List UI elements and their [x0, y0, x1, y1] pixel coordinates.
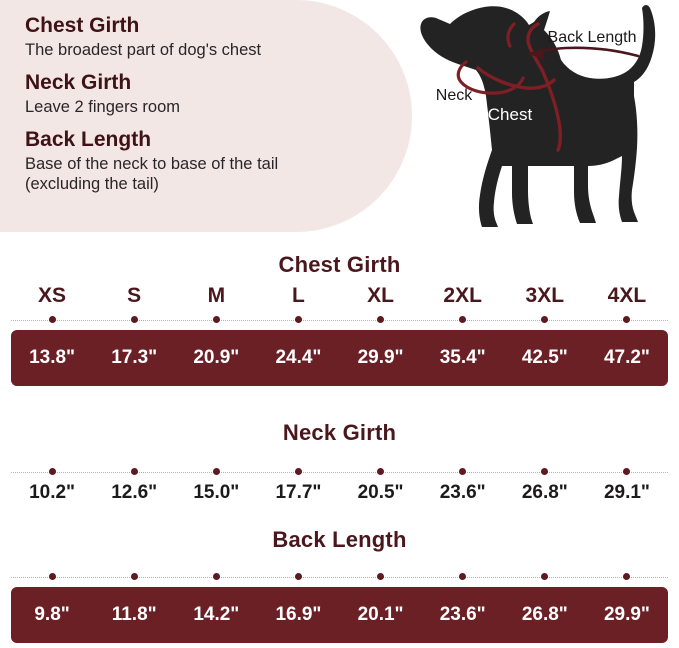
measurement-value: 29.9": [357, 347, 404, 368]
legend-panel: Chest Girth The broadest part of dog's c…: [0, 0, 412, 232]
legend-term-back-length: Back Length: [25, 127, 152, 151]
measurement-value: 17.3": [111, 347, 158, 368]
axis-tick: [48, 468, 56, 475]
dog-label-chest: Chest: [488, 105, 533, 124]
section-title-chest-girth: Chest Girth: [278, 252, 401, 277]
axis-tick: [377, 573, 385, 580]
axis-tick: [130, 316, 138, 323]
size-label-xl: XL: [367, 284, 394, 307]
axis-line-back: [11, 577, 668, 578]
section-title-neck-girth: Neck Girth: [282, 420, 397, 445]
axis-tick: [48, 316, 56, 323]
section-back-length: Back Length 9.8" 11.8" 14.2" 16.9" 20.1" 23.6…: [0, 527, 679, 643]
measurement-value: 15.0": [193, 482, 240, 503]
size-label-3xl: 3XL: [525, 284, 565, 307]
size-label-l: L: [292, 284, 305, 307]
measurement-value: 26.8": [521, 482, 568, 503]
axis-tick: [130, 573, 138, 580]
neck-measure-line: [456, 22, 525, 95]
axis-tick: [294, 468, 302, 475]
size-label-m: M: [207, 284, 226, 307]
axis-tick: [623, 573, 631, 580]
axis-line-neck: [11, 472, 668, 473]
axis-tick: [541, 316, 549, 323]
measurement-value: 23.6": [439, 604, 486, 625]
dog-body-shape: [420, 5, 656, 227]
legend-desc-neck-girth: Leave 2 fingers room: [25, 97, 181, 116]
measurement-value: 29.1": [603, 482, 650, 503]
measurement-value: 12.6": [111, 482, 158, 503]
section-title-back-length: Back Length: [272, 527, 407, 552]
legend-item-neck-girth: Neck Girth Leave 2 fingers room: [25, 71, 375, 117]
size-label-2xl: 2XL: [443, 284, 482, 307]
measurement-value: 35.4": [439, 347, 486, 368]
axis-tick: [294, 316, 302, 323]
legend-term-neck-girth: Neck Girth: [25, 70, 132, 94]
size-label-s: S: [127, 284, 142, 307]
measurement-value: 17.7": [275, 482, 322, 503]
axis-tick: [294, 573, 302, 580]
axis-tick: [459, 468, 467, 475]
axis-tick: [459, 316, 467, 323]
axis-line-chest: [11, 320, 668, 321]
axis-tick: [212, 573, 220, 580]
measurement-value: 29.9": [603, 604, 650, 625]
axis-row-neck: [0, 464, 679, 482]
measurement-value: 10.2": [29, 482, 76, 503]
axis-tick: [212, 468, 220, 475]
section-neck-girth: Neck Girth 10.2" 12.6" 15.0" 17.7" 20.5" 23.6…: [0, 420, 679, 512]
axis-row-back: [0, 569, 679, 587]
legend-item-back-length: Back Length Base of the neck to base of …: [25, 128, 375, 194]
measurement-value: 9.8": [34, 604, 70, 625]
measurement-value: 20.9": [193, 347, 240, 368]
measurement-value: 11.8": [111, 604, 157, 625]
axis-row-chest: [0, 312, 679, 330]
measurement-value: 24.4": [275, 347, 322, 368]
axis-tick: [541, 573, 549, 580]
dog-label-back-length: Back Length: [548, 29, 637, 46]
measurement-value: 16.9": [275, 604, 322, 625]
axis-tick: [212, 316, 220, 323]
size-label-4xl: 4XL: [607, 284, 647, 307]
measurement-value: 26.8": [521, 604, 568, 625]
legend-desc-back-length: Base of the neck to base of the tail (ex…: [25, 154, 279, 193]
axis-tick: [459, 573, 467, 580]
size-label-row-chest: XS S M L XL 2XL 3XL 4XL: [0, 284, 679, 312]
measurement-value: 42.5": [521, 347, 568, 368]
measurement-value: 20.5": [357, 482, 404, 503]
value-row-neck-girth: 10.2" 12.6" 15.0" 17.7" 20.5" 23.6" 26.8" 29.1": [0, 482, 679, 512]
back-length-arrow: [528, 46, 640, 60]
axis-tick: [130, 468, 138, 475]
legend-desc-chest-girth: The broadest part of dog's chest: [25, 40, 262, 59]
value-bar-back-length: 9.8" 11.8" 14.2" 16.9" 20.1" 23.6" 26.8" 29.9": [11, 587, 668, 643]
axis-tick: [623, 316, 631, 323]
value-bar-chest-girth: 13.8" 17.3" 20.9" 24.4" 29.9" 35.4" 42.5" 47.2": [11, 330, 668, 386]
dog-label-neck: Neck: [436, 87, 473, 104]
legend-item-chest-girth: Chest Girth The broadest part of dog's c…: [25, 14, 375, 60]
measurement-value: 23.6": [439, 482, 486, 503]
axis-tick: [623, 468, 631, 475]
measurement-value: 47.2": [603, 347, 650, 368]
legend-list: Chest Girth The broadest part of dog's c…: [25, 14, 375, 194]
axis-tick: [377, 316, 385, 323]
size-label-xs: XS: [38, 284, 67, 307]
axis-tick: [48, 573, 56, 580]
legend-term-chest-girth: Chest Girth: [25, 14, 140, 37]
dog-illustration: Back Length Neck Chest: [398, 0, 679, 234]
axis-tick: [541, 468, 549, 475]
measurement-value: 13.8": [29, 347, 76, 368]
axis-tick: [377, 468, 385, 475]
measurement-value: 14.2": [193, 604, 240, 625]
measurement-value: 20.1": [357, 604, 404, 625]
section-chest-girth: Chest Girth XS S M L XL 2XL 3XL 4XL 13.8" 17.3" 2…: [0, 252, 679, 386]
chest-measure-line: [476, 22, 563, 152]
